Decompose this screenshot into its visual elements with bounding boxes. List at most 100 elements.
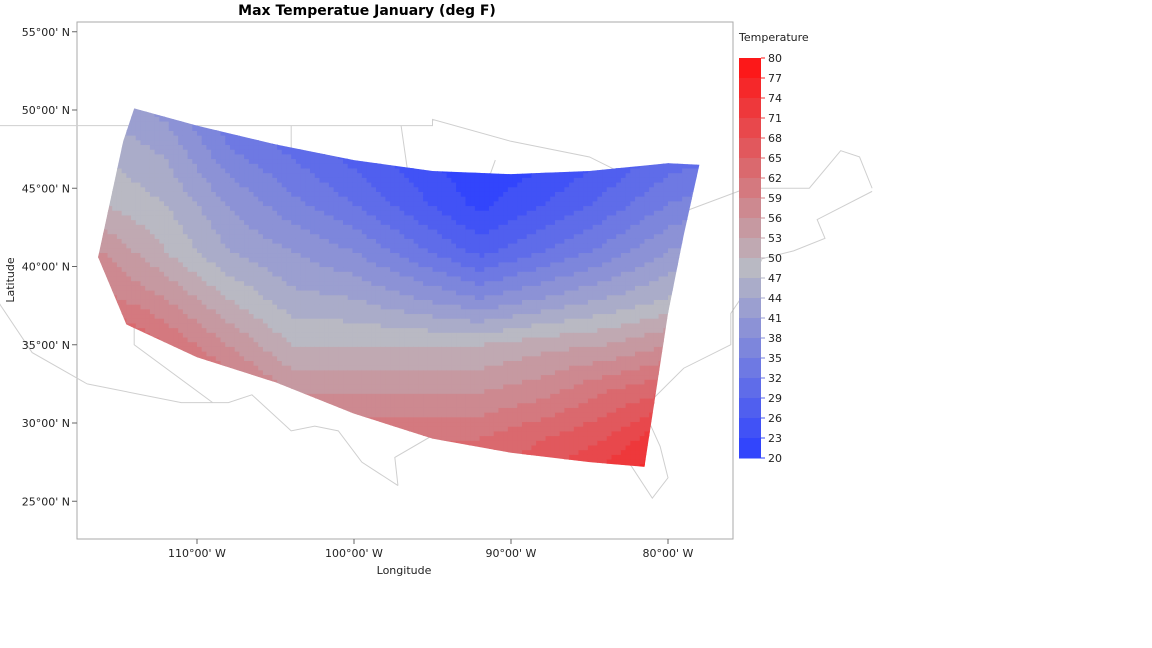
contour-cell <box>253 332 259 338</box>
contour-cell <box>244 214 250 221</box>
contour-cell <box>366 318 372 324</box>
contour-cell <box>338 205 344 211</box>
contour-cell <box>164 289 170 296</box>
contour-cell <box>314 186 321 192</box>
contour-cell <box>267 191 273 197</box>
contour-cell <box>338 308 344 315</box>
contour-cell <box>206 308 212 315</box>
contour-cell <box>116 200 123 207</box>
contour-cell <box>234 149 240 155</box>
contour-cell <box>197 144 203 150</box>
contour-cell <box>126 135 132 141</box>
contour-cell <box>328 393 335 399</box>
contour-cell <box>220 308 226 315</box>
contour-cell <box>215 341 222 347</box>
contour-cell <box>272 177 278 183</box>
contour-cell <box>291 365 297 371</box>
contour-cell <box>234 327 240 333</box>
contour-cell <box>98 247 104 254</box>
contour-cell <box>305 257 311 263</box>
contour-cell <box>140 163 146 169</box>
contour-cell <box>135 139 142 146</box>
contour-cell <box>375 341 382 347</box>
contour-cell <box>178 322 184 329</box>
contour-cell <box>145 163 151 169</box>
contour-cell <box>201 336 208 343</box>
contour-cell <box>333 379 339 385</box>
contour-cell <box>380 360 386 366</box>
contour-cell <box>229 219 236 225</box>
contour-cell <box>220 332 226 338</box>
contour-cell <box>182 238 189 244</box>
contour-cell <box>215 135 222 141</box>
contour-cell <box>182 289 189 296</box>
contour-cell <box>357 360 363 366</box>
contour-cell <box>357 266 363 272</box>
contour-cell <box>328 196 335 202</box>
contour-cell <box>324 275 330 282</box>
contour-cell <box>361 280 368 286</box>
contour-cell <box>164 327 170 333</box>
contour-cell <box>310 214 316 221</box>
contour-cell <box>310 181 316 188</box>
contour-cell <box>361 271 368 277</box>
contour-cell <box>126 304 132 310</box>
contour-cell <box>380 228 386 235</box>
contour-cell <box>201 186 208 192</box>
contour-cell <box>234 196 240 202</box>
contour-cell <box>164 233 170 239</box>
contour-cell <box>375 257 382 263</box>
contour-cell <box>211 341 217 347</box>
contour-cell <box>319 233 325 239</box>
contour-cell <box>277 374 283 380</box>
contour-cell <box>159 196 165 202</box>
contour-cell <box>239 233 245 239</box>
contour-cell <box>361 351 368 357</box>
contour-cell <box>347 289 354 296</box>
contour-cell <box>361 336 368 343</box>
contour-cell <box>352 313 358 319</box>
contour-cell <box>253 172 259 178</box>
contour-cell <box>295 243 302 249</box>
contour-cell <box>192 158 198 164</box>
contour-cell <box>366 412 372 418</box>
contour-cell <box>310 158 316 164</box>
contour-cell <box>343 285 349 291</box>
contour-cell <box>371 181 377 188</box>
contour-cell <box>145 205 151 211</box>
contour-cell <box>192 261 198 268</box>
contour-cell <box>164 261 170 268</box>
contour-cell <box>201 351 208 357</box>
contour-cell <box>328 181 335 188</box>
contour-cell <box>319 271 325 277</box>
contour-cell <box>385 388 391 394</box>
contour-cell <box>338 167 344 174</box>
contour-cell <box>352 346 358 352</box>
contour-cell <box>248 266 255 272</box>
contour-cell <box>192 327 198 333</box>
contour-cell <box>253 252 259 258</box>
contour-cell <box>131 243 137 249</box>
contour-cell <box>121 153 127 160</box>
contour-cell <box>173 294 179 300</box>
contour-cell <box>149 243 156 249</box>
contour-cell <box>319 341 325 347</box>
contour-cell <box>352 294 358 300</box>
contour-cell <box>324 308 330 315</box>
contour-cell <box>201 346 208 352</box>
contour-cell <box>244 275 250 282</box>
contour-cell <box>140 266 146 272</box>
contour-cell <box>324 238 330 244</box>
contour-cell <box>357 383 363 390</box>
contour-cell <box>281 252 288 258</box>
contour-cell <box>333 308 339 315</box>
contour-cell <box>262 266 269 272</box>
contour-cell <box>135 191 142 197</box>
contour-cell <box>135 205 142 211</box>
contour-cell <box>173 153 179 160</box>
contour-cell <box>305 374 311 380</box>
contour-cell <box>324 336 330 343</box>
contour-cell <box>357 369 363 376</box>
contour-cell <box>149 299 156 305</box>
contour-cell <box>333 219 339 225</box>
